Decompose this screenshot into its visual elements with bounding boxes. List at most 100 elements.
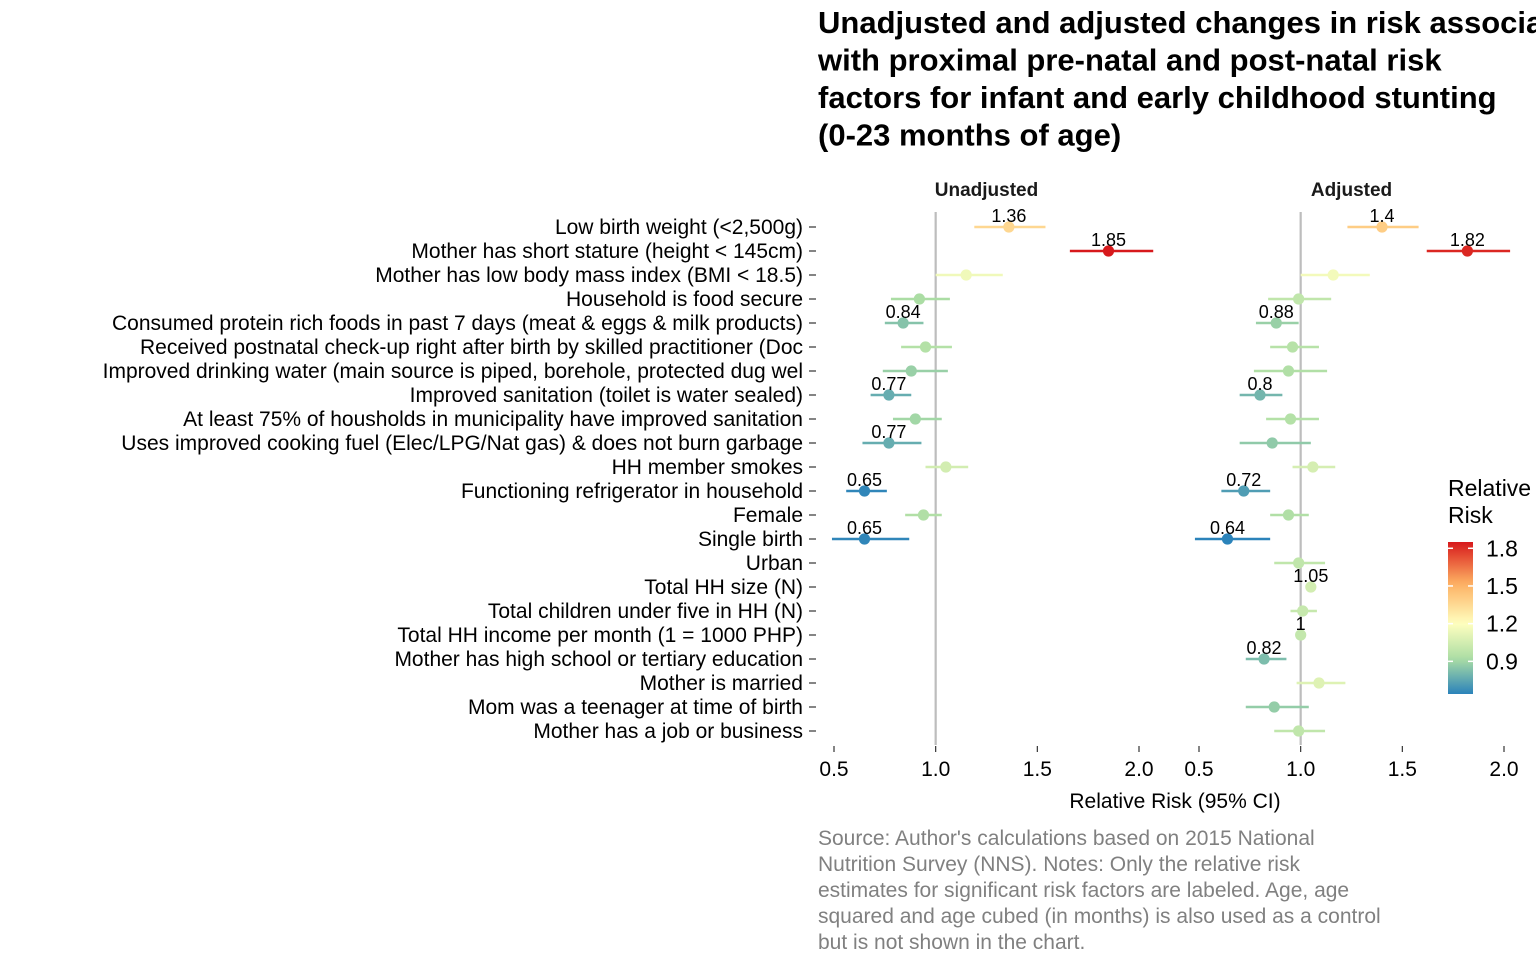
- panel-adjusted: Adjusted 1.4 1.82 0.88 0.8 0.72 0.64 1.05 1 0.82: [1194, 180, 1511, 745]
- panels: Unadjusted 1.36 1.85 0.84 0.77 0.77 0.65 0.65 Ad…: [831, 180, 1511, 745]
- data-label: 0.65: [847, 470, 882, 490]
- estimate-point: [940, 461, 952, 473]
- estimate-point: [1297, 605, 1309, 617]
- category-label: Total HH size (N): [644, 576, 803, 599]
- category-label: Mother has short stature (height < 145cm…: [411, 240, 803, 263]
- data-label: 1.82: [1450, 230, 1485, 250]
- data-label: 1.85: [1091, 230, 1126, 250]
- estimate-point: [1307, 461, 1319, 473]
- estimate-point: [919, 341, 932, 353]
- x-axis-title: Relative Risk (95% CI): [1069, 790, 1280, 813]
- data-label: 0.88: [1259, 302, 1294, 322]
- x-tick-label: 1.0: [1286, 758, 1315, 781]
- estimate-point: [883, 389, 895, 401]
- caption-line: but is not shown in the chart.: [818, 931, 1085, 954]
- x-tick-label: 1.5: [1023, 758, 1052, 781]
- category-label: Low birth weight (<2,500g): [555, 216, 803, 239]
- title-line: Unadjusted and adjusted changes in risk …: [818, 5, 1536, 40]
- data-label: 0.65: [847, 518, 882, 538]
- data-label: 0.72: [1226, 470, 1261, 490]
- category-label: HH member smokes: [612, 456, 803, 479]
- estimate-point: [1270, 317, 1282, 329]
- category-label: Total children under five in HH (N): [488, 600, 803, 623]
- estimate-point: [960, 269, 972, 281]
- category-label: At least 75% of housholds in municipalit…: [183, 408, 803, 431]
- category-label: Uses improved cooking fuel (Elec/LPG/Nat…: [121, 432, 803, 455]
- x-tick-label: 0.5: [819, 758, 848, 781]
- estimate-point: [1327, 269, 1339, 281]
- data-label: 0.84: [886, 302, 921, 322]
- data-label: 0.82: [1247, 638, 1282, 658]
- estimate-point: [1254, 389, 1266, 401]
- estimate-point: [1293, 725, 1305, 737]
- category-label: Mother has low body mass index (BMI < 18…: [375, 264, 803, 287]
- category-label: Mother has a job or business: [533, 720, 803, 743]
- category-label: Functioning refrigerator in household: [461, 480, 803, 503]
- estimate-point: [1003, 221, 1015, 233]
- caption: Source: Author's calculations based on 2…: [818, 827, 1381, 954]
- category-label: Mother has high school or tertiary educa…: [394, 648, 803, 671]
- data-label: 0.77: [871, 422, 906, 442]
- estimate-point: [1268, 701, 1280, 713]
- legend-colorbar: [1448, 542, 1473, 694]
- title-line: (0-23 months of age): [818, 118, 1121, 153]
- legend-tick-label: 1.2: [1486, 611, 1518, 637]
- estimate-point: [917, 509, 930, 521]
- legend-tick-label: 0.9: [1486, 648, 1518, 674]
- estimate-point: [1266, 437, 1278, 449]
- estimate-point: [905, 365, 917, 377]
- data-label: 0.8: [1247, 374, 1272, 394]
- panel-unadjusted: Unadjusted 1.36 1.85 0.84 0.77 0.77 0.65 0.65: [831, 180, 1154, 745]
- legend-tick-label: 1.5: [1486, 573, 1518, 599]
- category-label: Received postnatal check-up right after …: [140, 336, 803, 359]
- category-label: Mom was a teenager at time of birth: [468, 696, 803, 719]
- chart-title: Unadjusted and adjusted changes in risk …: [817, 5, 1536, 153]
- x-tick-label: 1.5: [1388, 758, 1417, 781]
- estimate-point: [1282, 509, 1295, 521]
- x-tick-label: 0.5: [1184, 758, 1213, 781]
- estimate-point: [1238, 485, 1250, 497]
- estimate-point: [1305, 581, 1317, 593]
- title-line: factors for infant and early childhood s…: [818, 80, 1497, 115]
- category-label: Single birth: [698, 528, 803, 551]
- data-label: 0.77: [871, 374, 906, 394]
- x-axis: 0.5 1.0 1.5 2.0 0.5 1.0 1.5 2.0: [819, 746, 1519, 781]
- category-labels: Low birth weight (<2,500g)Mother has sho…: [103, 216, 816, 743]
- caption-line: estimates for significant risk factors a…: [818, 879, 1349, 902]
- category-label: Improved drinking water (main source is …: [103, 360, 803, 383]
- data-label: 1.05: [1293, 566, 1328, 586]
- estimate-point: [1221, 533, 1234, 545]
- category-label: Urban: [746, 552, 803, 575]
- category-label: Consumed protein rich foods in past 7 da…: [112, 312, 803, 335]
- category-label: Improved sanitation (toilet is water sea…: [410, 384, 803, 407]
- category-label: Mother is married: [640, 672, 803, 695]
- category-label: Total HH income per month (1 = 1000 PHP): [397, 624, 803, 647]
- estimate-point: [883, 437, 895, 449]
- legend-title: Relative: [1448, 475, 1531, 501]
- estimate-point: [1313, 677, 1325, 689]
- estimate-point: [1282, 365, 1295, 377]
- title-line: with proximal pre-natal and post-natal r…: [817, 43, 1442, 78]
- estimate-point: [1461, 245, 1473, 257]
- legend-title: Risk: [1448, 502, 1493, 528]
- estimate-point: [1284, 413, 1297, 425]
- x-tick-label: 2.0: [1489, 758, 1518, 781]
- data-label: 1: [1296, 614, 1306, 634]
- estimate-point: [913, 293, 926, 305]
- legend-tick-label: 1.8: [1486, 535, 1518, 561]
- panel-strip-label: Unadjusted: [935, 180, 1038, 201]
- estimate-point: [1376, 221, 1388, 233]
- estimate-point: [1293, 557, 1305, 569]
- estimate-point: [1258, 653, 1270, 665]
- data-label: 0.64: [1210, 518, 1245, 538]
- category-label: Household is food secure: [566, 288, 803, 311]
- caption-line: Nutrition Survey (NNS). Notes: Only the …: [818, 853, 1300, 876]
- estimate-point: [1102, 245, 1115, 257]
- estimate-point: [909, 413, 921, 425]
- estimate-point: [858, 485, 871, 497]
- panel-strip-label: Adjusted: [1311, 180, 1392, 201]
- caption-line: Source: Author's calculations based on 2…: [818, 827, 1315, 850]
- estimate-point: [1286, 341, 1299, 353]
- data-label: 1.4: [1369, 206, 1394, 226]
